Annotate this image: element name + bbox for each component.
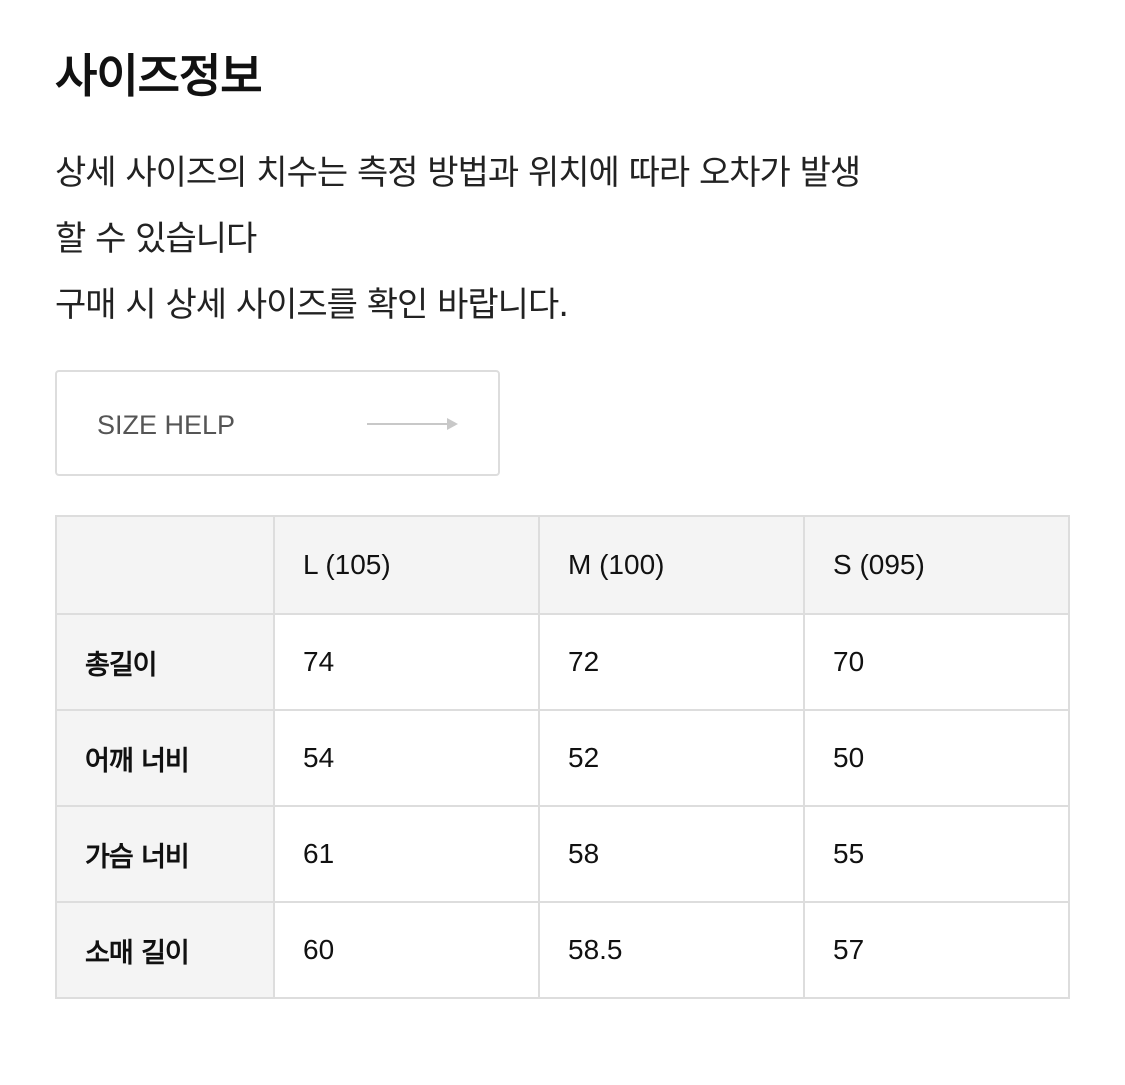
row-label: 총길이 bbox=[55, 613, 275, 711]
table-row: 가슴 너비 61 58 55 bbox=[55, 805, 1070, 903]
notice-line: 할 수 있습니다 bbox=[55, 219, 257, 259]
table-header-row: L (105) M (100) S (095) bbox=[55, 515, 1070, 615]
size-help-label: SIZE HELP bbox=[97, 410, 236, 440]
page-title: 사이즈정보 bbox=[55, 49, 263, 103]
row-label: 어깨 너비 bbox=[55, 709, 275, 807]
size-table: L (105) M (100) S (095) 총길이 74 72 70 어깨 … bbox=[55, 515, 1070, 999]
table-cell: 55 bbox=[803, 805, 1070, 903]
table-row: 총길이 74 72 70 bbox=[55, 613, 1070, 711]
table-cell: 61 bbox=[273, 805, 540, 903]
row-label: 소매 길이 bbox=[55, 901, 275, 999]
table-cell: 72 bbox=[538, 613, 805, 711]
table-row: 소매 길이 60 58.5 57 bbox=[55, 901, 1070, 999]
table-row: 어깨 너비 54 52 50 bbox=[55, 709, 1070, 807]
row-label: 가슴 너비 bbox=[55, 805, 275, 903]
table-cell: 70 bbox=[803, 613, 1070, 711]
table-cell: 58 bbox=[538, 805, 805, 903]
arrow-right-icon bbox=[367, 418, 458, 430]
table-cell: 50 bbox=[803, 709, 1070, 807]
size-help-button[interactable]: SIZE HELP bbox=[55, 370, 500, 476]
table-cell: 57 bbox=[803, 901, 1070, 999]
header-cell: M (100) bbox=[538, 515, 805, 615]
header-cell: S (095) bbox=[803, 515, 1070, 615]
table-cell: 54 bbox=[273, 709, 540, 807]
table-cell: 52 bbox=[538, 709, 805, 807]
table-cell: 74 bbox=[273, 613, 540, 711]
table-cell: 60 bbox=[273, 901, 540, 999]
notice-line: 구매 시 상세 사이즈를 확인 바랍니다. bbox=[55, 285, 569, 325]
notice-line: 상세 사이즈의 치수는 측정 방법과 위치에 따라 오차가 발생 bbox=[55, 153, 861, 193]
header-cell bbox=[55, 515, 275, 615]
header-cell: L (105) bbox=[273, 515, 540, 615]
table-cell: 58.5 bbox=[538, 901, 805, 999]
size-notice: 상세 사이즈의 치수는 측정 방법과 위치에 따라 오차가 발생 할 수 있습니… bbox=[55, 140, 1065, 338]
